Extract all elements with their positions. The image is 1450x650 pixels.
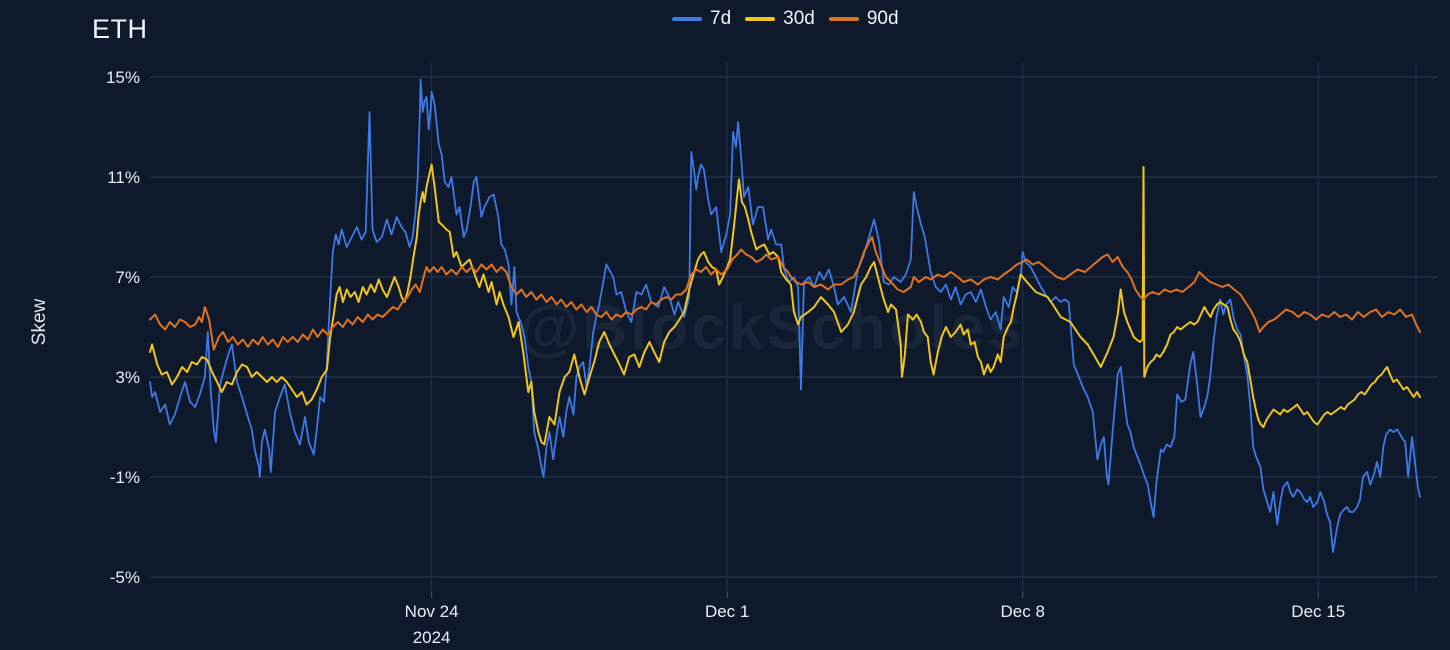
axis-tick-labels: 15% 11% 7% 3% -1% -5% Nov 24 2024 Dec 1 Dec 8 Dec … bbox=[106, 68, 1345, 647]
series-line-7d bbox=[149, 78, 1421, 553]
legend-item-7d[interactable]: 7d bbox=[672, 8, 731, 30]
x-tick-label: Nov 24 bbox=[405, 602, 459, 621]
x-tick-sublabel: 2024 bbox=[413, 628, 451, 647]
gridlines bbox=[150, 63, 1438, 598]
y-tick-label: 11% bbox=[107, 168, 140, 187]
series-line-90d bbox=[149, 236, 1421, 351]
legend-label-7d: 7d bbox=[710, 8, 732, 29]
y-tick-label: -5% bbox=[110, 568, 140, 587]
legend-item-90d[interactable]: 90d bbox=[828, 8, 899, 30]
legend-swatch-7d bbox=[672, 17, 702, 21]
legend-label-90d: 90d bbox=[866, 8, 899, 29]
series-line-30d bbox=[149, 163, 1421, 446]
legend-item-30d[interactable]: 30d bbox=[745, 8, 815, 30]
y-tick-label: 15% bbox=[106, 68, 140, 87]
page-title: ETH bbox=[92, 14, 148, 44]
series-lines bbox=[149, 78, 1421, 553]
legend: 7d 30d 90d bbox=[672, 8, 899, 30]
legend-swatch-30d bbox=[745, 17, 776, 21]
legend-swatch-90d bbox=[828, 17, 859, 21]
y-tick-label: 3% bbox=[115, 368, 140, 387]
y-tick-label: -1% bbox=[110, 468, 140, 487]
y-tick-label: 7% bbox=[115, 268, 140, 287]
x-tick-label: Dec 1 bbox=[705, 602, 749, 621]
x-tick-label: Dec 8 bbox=[1000, 602, 1044, 621]
x-tick-label: Dec 15 bbox=[1291, 602, 1345, 621]
legend-label-30d: 30d bbox=[783, 8, 815, 29]
